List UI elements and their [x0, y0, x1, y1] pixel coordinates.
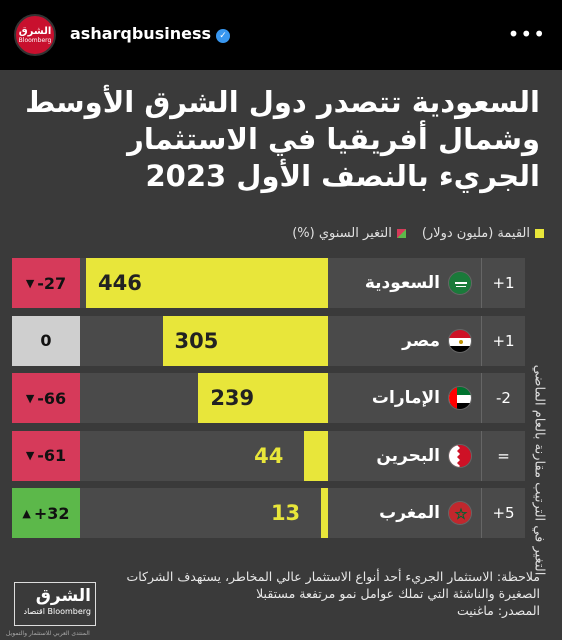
chart-row: ▼ -66 239 الإمارات -2: [12, 373, 525, 423]
annual-change-box: ▲ +32: [12, 488, 80, 538]
legend-label-value: القيمة (مليون دولار): [421, 226, 530, 241]
bar-area: 44: [86, 430, 328, 481]
rank-change-label: =: [481, 430, 525, 481]
arrow-down-icon: ▼: [25, 276, 35, 290]
country-name: السعودية: [364, 273, 440, 293]
arrow-down-icon: ▼: [25, 391, 35, 405]
username[interactable]: asharqbusiness ✓: [70, 24, 230, 43]
bar-value-label: 13: [270, 501, 301, 525]
value-bar: [304, 430, 328, 481]
brand-logo-top: الشرق: [35, 586, 91, 606]
value-bar: [198, 373, 328, 423]
note-text: ملاحظة: الاستثمار الجريء أحد أنواع الاست…: [126, 569, 540, 601]
legend-swatch-change: [396, 229, 406, 238]
watermark-text: المنتدى العربي للاستثمار والتمويل: [6, 630, 90, 637]
bar-value-label: 446: [98, 271, 142, 295]
brand-logo: الشرق اقتصاد Bloomberg: [14, 582, 96, 626]
instagram-header: الشرق Bloomberg asharqbusiness ✓ •••: [0, 0, 562, 70]
rank-change-label: +1: [481, 258, 525, 308]
annual-change-label: -27: [37, 273, 67, 293]
verified-check-icon: ✓: [216, 29, 230, 43]
brand-logo-bottom: اقتصاد Bloomberg: [23, 607, 91, 616]
chart-row: 0 305 مصر +1: [12, 315, 525, 366]
chart-note: ملاحظة: الاستثمار الجريء أحد أنواع الاست…: [120, 568, 540, 619]
avatar-bottom-text: Bloomberg: [18, 37, 52, 44]
legend-label-change: التغير السنوي (%): [292, 226, 392, 241]
legend-swatch-value: [535, 229, 544, 238]
country-name: مصر: [402, 330, 440, 351]
more-options-icon[interactable]: •••: [507, 22, 546, 46]
bar-value-label: 305: [174, 328, 219, 353]
annual-change-label: -61: [37, 446, 67, 465]
legend-item-change: التغير السنوي (%): [292, 226, 406, 241]
value-bar: [162, 315, 328, 366]
country-name: الإمارات: [371, 388, 440, 408]
bar-area: 305: [86, 315, 328, 366]
country-cell: مصر: [330, 316, 480, 366]
annual-change-label: +32: [33, 503, 70, 523]
infographic-card: السعودية تتصدر دول الشرق الأوسط وشمال أف…: [0, 70, 562, 640]
value-bar: [86, 258, 328, 308]
rank-change-label: -2: [481, 373, 525, 423]
bar-area: 239: [86, 373, 328, 423]
annual-change-box: ▼ -61: [12, 430, 80, 481]
annual-change-label: 0: [40, 331, 52, 350]
saudi-flag-icon: [448, 271, 472, 295]
country-cell: الإمارات: [330, 373, 480, 423]
egypt-flag-icon: [448, 328, 472, 353]
chart-title: السعودية تتصدر دول الشرق الأوسط وشمال أف…: [25, 85, 540, 193]
bar-area: 13: [86, 488, 328, 538]
legend-item-value: القيمة (مليون دولار): [422, 226, 544, 241]
rank-change-axis-text: التغير في الترتيب مقارنة بالعام الماضي: [531, 364, 547, 576]
country-cell: المغرب: [330, 488, 480, 538]
annual-change-box: ▼ -66: [12, 373, 80, 423]
avatar[interactable]: الشرق Bloomberg: [14, 14, 56, 56]
country-name: المغرب: [379, 503, 440, 523]
avatar-top-text: الشرق: [18, 26, 52, 37]
chart-row: ▲ +32 13 المغرب +5: [12, 488, 525, 538]
chart-legend: القيمة (مليون دولار) التغير السنوي (%): [292, 226, 544, 241]
arrow-up-icon: ▲: [22, 506, 31, 520]
country-cell: السعودية: [330, 258, 480, 308]
arrow-down-icon: ▼: [25, 449, 35, 462]
rank-change-label: +5: [481, 488, 525, 538]
source-text: المصدر: ماغنيت: [457, 603, 540, 618]
morocco-flag-icon: [448, 501, 472, 525]
chart-row: ▼ -61 44 البحرين =: [12, 430, 525, 481]
uae-flag-icon: [448, 386, 472, 410]
bar-value-label: 44: [254, 443, 284, 468]
rank-change-label: +1: [481, 315, 525, 366]
annual-change-box: ▼ -27: [12, 258, 80, 308]
bar-value-label: 239: [210, 386, 255, 410]
annual-change-box: 0: [12, 315, 80, 366]
username-text: asharqbusiness: [70, 24, 211, 43]
country-cell: البحرين: [330, 431, 480, 481]
annual-change-label: -66: [37, 388, 67, 408]
bahrain-flag-icon: [448, 443, 472, 468]
bar-area: 446: [86, 258, 328, 308]
country-name: البحرين: [376, 445, 440, 466]
value-bar: [320, 488, 328, 538]
chart-row: ▼ -27 446 السعودية +1: [12, 258, 525, 308]
